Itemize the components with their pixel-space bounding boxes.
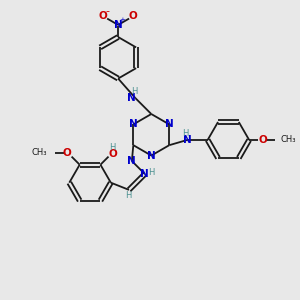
Text: N: N [165,119,174,129]
Text: H: H [125,191,132,200]
Text: H: H [182,129,189,138]
Text: H: H [110,143,116,152]
Text: +: + [119,17,125,23]
Text: N: N [127,93,136,103]
Text: N: N [140,169,149,179]
Text: -: - [105,6,109,16]
Text: O: O [63,148,72,158]
Text: CH₃: CH₃ [32,148,47,157]
Text: O: O [258,135,267,145]
Text: O: O [99,11,107,21]
Text: N: N [114,20,122,30]
Text: N: N [128,156,136,166]
Text: CH₃: CH₃ [280,136,296,145]
Text: O: O [108,149,117,159]
Text: O: O [129,11,137,21]
Text: H: H [131,87,137,96]
Text: H: H [148,168,154,177]
Text: N: N [147,151,156,160]
Text: N: N [183,135,191,145]
Text: N: N [129,119,138,129]
